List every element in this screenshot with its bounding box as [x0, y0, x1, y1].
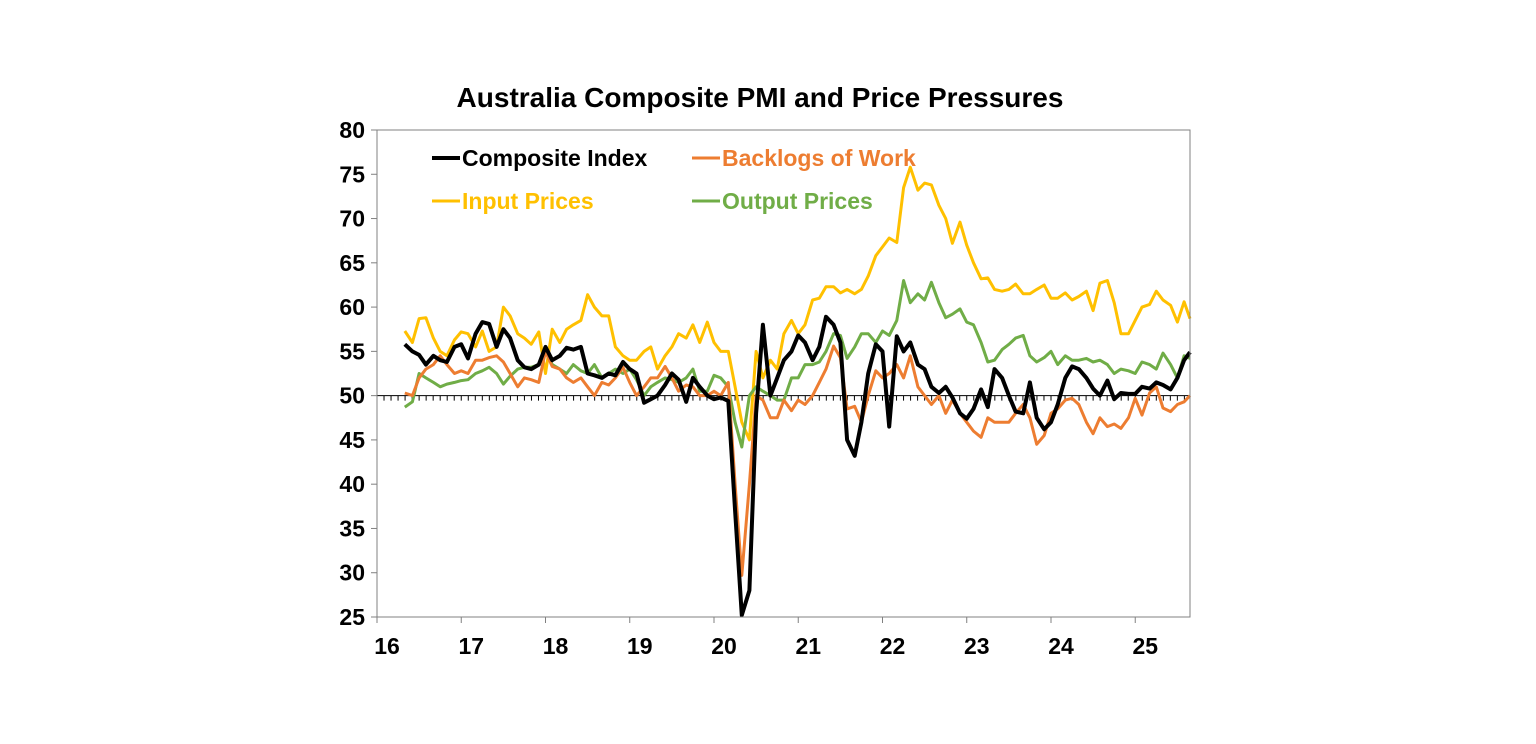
x-tick-label: 16	[374, 633, 400, 659]
y-tick-label: 40	[339, 471, 365, 497]
y-tick-label: 65	[339, 250, 365, 276]
series-line-composite-index	[403, 314, 1192, 618]
y-tick-label: 70	[339, 206, 365, 232]
y-tick-label: 80	[339, 117, 365, 143]
series-layer	[403, 165, 1192, 618]
legend-label-output-prices: Output Prices	[722, 188, 873, 214]
x-tick-label: 19	[627, 633, 653, 659]
legend-item-input-prices: Input Prices	[432, 188, 594, 214]
y-tick-label: 55	[339, 338, 365, 364]
y-tick-label: 25	[339, 604, 365, 630]
y-tick-label: 35	[339, 515, 365, 541]
y-tick-label: 45	[339, 427, 365, 453]
y-tick-label: 50	[339, 383, 365, 409]
legend-item-composite: Composite Index	[432, 145, 648, 171]
x-axis: 16 17 18 19 20 21 22 23 24 25	[374, 395, 1190, 659]
x-tick-label: 24	[1048, 633, 1074, 659]
x-tick-label: 17	[458, 633, 484, 659]
legend-item-output-prices: Output Prices	[692, 188, 873, 214]
y-tick-label: 60	[339, 294, 365, 320]
legend-label-backlogs: Backlogs of Work	[722, 145, 916, 171]
series-line-backlogs-of-work	[404, 344, 1192, 577]
legend: Composite Index Backlogs of Work Input P…	[432, 145, 916, 214]
y-axis: 25 30 35 40 45 50 55 60 65 70 75 80	[339, 117, 377, 630]
x-tick-label: 21	[795, 633, 821, 659]
chart-title: Australia Composite PMI and Price Pressu…	[457, 82, 1064, 113]
x-tick-label: 22	[880, 633, 906, 659]
y-tick-label: 30	[339, 560, 365, 586]
legend-label-input-prices: Input Prices	[462, 188, 594, 214]
x-tick-label: 20	[711, 633, 737, 659]
x-tick-label: 23	[964, 633, 990, 659]
x-tick-label: 25	[1132, 633, 1158, 659]
x-tick-label: 18	[543, 633, 569, 659]
plot-frame	[376, 129, 1191, 618]
legend-item-backlogs: Backlogs of Work	[692, 145, 916, 171]
y-tick-label: 75	[339, 161, 365, 187]
legend-label-composite: Composite Index	[462, 145, 648, 171]
